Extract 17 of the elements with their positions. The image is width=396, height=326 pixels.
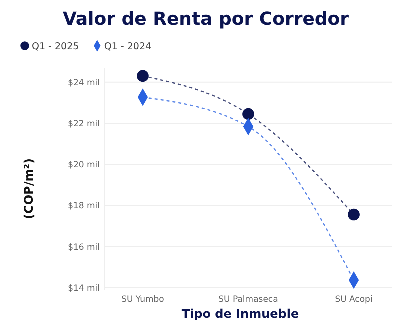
x-tick-label: SU Palmaseca: [218, 295, 278, 305]
y-tick-label: $14 mil: [68, 284, 100, 294]
x-tick-label: SU Yumbo: [122, 295, 164, 305]
point: [348, 208, 360, 221]
chart-title: Valor de Renta por Corredor: [62, 9, 350, 30]
y-tick-label: $18 mil: [68, 202, 100, 212]
y-tick-label: $20 mil: [68, 160, 100, 171]
y-tick-label: $22 mil: [68, 119, 100, 130]
x-axis-title: Tipo de Inmueble: [182, 307, 300, 321]
x-tick-label: SU Acopi: [335, 295, 373, 305]
y-axis-title: (COP/m²): [22, 158, 36, 220]
y-tick-label: $24 mil: [68, 78, 100, 88]
legend-label: Q1 - 2025: [32, 41, 80, 52]
point: [242, 108, 254, 120]
point: [137, 70, 149, 82]
legend-label: Q1 - 2024: [104, 41, 152, 52]
y-tick-label: $16 mil: [68, 242, 100, 253]
